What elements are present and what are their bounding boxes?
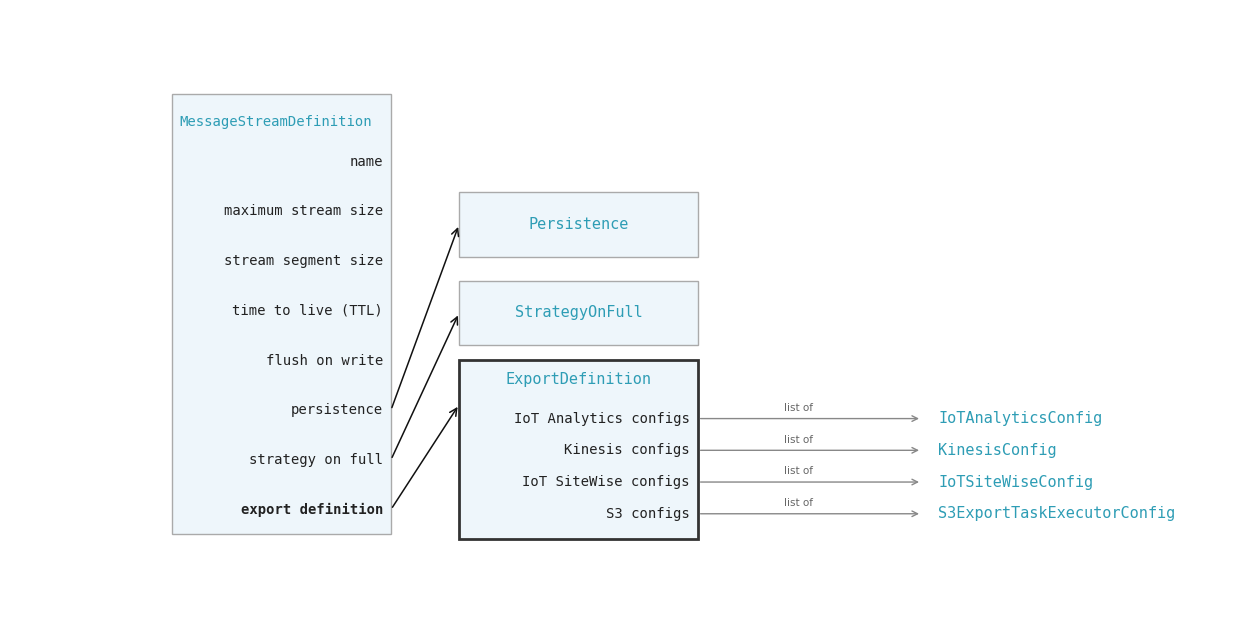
Text: strategy on full: strategy on full [249, 453, 383, 467]
Text: time to live (TTL): time to live (TTL) [233, 304, 383, 318]
Text: StrategyOnFull: StrategyOnFull [514, 305, 642, 320]
FancyBboxPatch shape [459, 281, 698, 345]
Text: ExportDefinition: ExportDefinition [505, 372, 651, 388]
Text: KinesisConfig: KinesisConfig [939, 443, 1057, 458]
Text: Persistence: Persistence [528, 217, 628, 232]
Text: persistence: persistence [292, 403, 383, 417]
Text: IoT SiteWise configs: IoT SiteWise configs [523, 475, 690, 489]
Text: list of: list of [784, 435, 813, 445]
Text: flush on write: flush on write [266, 353, 383, 368]
Text: IoT Analytics configs: IoT Analytics configs [514, 412, 690, 425]
Text: export definition: export definition [241, 503, 383, 517]
Text: list of: list of [784, 466, 813, 476]
Text: list of: list of [784, 403, 813, 413]
Text: list of: list of [784, 498, 813, 508]
Text: IoTSiteWiseConfig: IoTSiteWiseConfig [939, 475, 1094, 490]
Text: MessageStreamDefinition: MessageStreamDefinition [180, 115, 372, 129]
Text: stream segment size: stream segment size [224, 254, 383, 268]
Text: IoTAnalyticsConfig: IoTAnalyticsConfig [939, 411, 1102, 426]
Text: S3ExportTaskExecutorConfig: S3ExportTaskExecutorConfig [939, 506, 1175, 521]
Text: S3 configs: S3 configs [606, 507, 690, 521]
Text: name: name [349, 155, 383, 169]
FancyBboxPatch shape [459, 360, 698, 539]
FancyBboxPatch shape [459, 192, 698, 257]
FancyBboxPatch shape [172, 94, 391, 534]
Text: maximum stream size: maximum stream size [224, 205, 383, 218]
Text: Kinesis configs: Kinesis configs [564, 443, 690, 457]
